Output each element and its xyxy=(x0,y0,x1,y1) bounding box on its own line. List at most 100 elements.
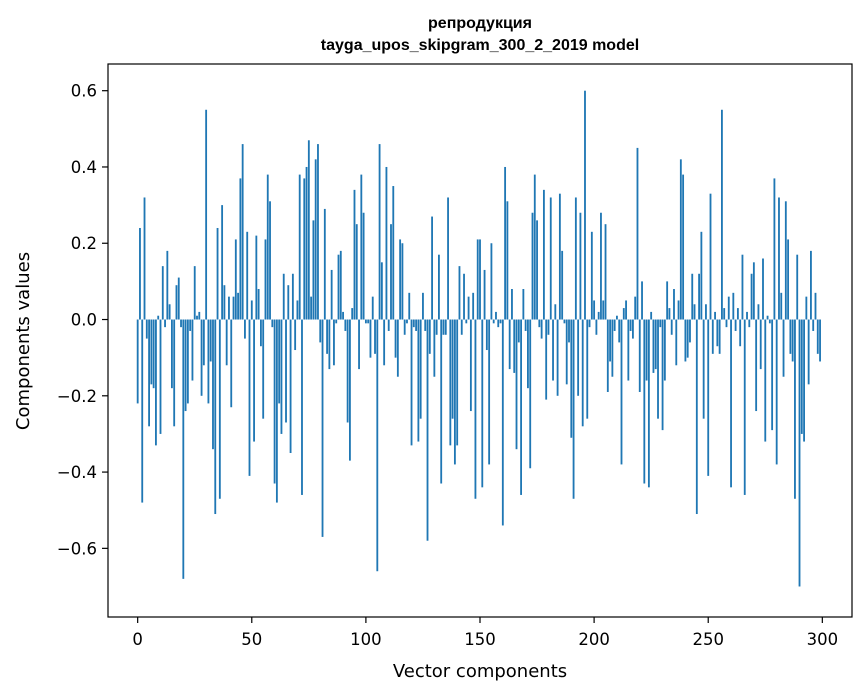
bar xyxy=(155,319,157,446)
bar xyxy=(527,319,529,389)
bar xyxy=(705,304,707,320)
bar xyxy=(739,319,742,347)
bar xyxy=(743,319,746,495)
x-tick-label: 300 xyxy=(807,630,839,649)
bar xyxy=(679,159,682,320)
bar xyxy=(787,239,790,320)
bar xyxy=(355,224,358,320)
y-tick-label: 0.6 xyxy=(71,82,97,101)
bar xyxy=(807,319,810,385)
bar xyxy=(611,319,614,377)
bar xyxy=(166,250,169,320)
bar xyxy=(442,319,445,335)
bar xyxy=(558,193,561,320)
bar xyxy=(800,319,803,434)
bar xyxy=(415,319,418,331)
bar xyxy=(784,201,787,320)
bar xyxy=(668,308,671,320)
bar xyxy=(529,319,532,469)
bar xyxy=(661,319,664,431)
bar xyxy=(684,319,687,362)
bar xyxy=(524,319,527,331)
bar xyxy=(218,319,221,499)
bar xyxy=(766,315,769,320)
bar xyxy=(438,254,440,320)
y-tick-label: 0.0 xyxy=(71,311,97,330)
bar xyxy=(778,197,780,320)
bar xyxy=(584,90,586,320)
bar xyxy=(634,296,637,320)
bar xyxy=(810,250,812,320)
bar xyxy=(819,319,821,362)
bar xyxy=(362,212,365,320)
bar xyxy=(285,319,287,423)
bar xyxy=(497,319,500,328)
bar xyxy=(460,319,463,335)
bar xyxy=(490,243,493,320)
bar xyxy=(659,319,662,328)
bar xyxy=(693,304,696,320)
bar xyxy=(501,319,504,526)
bar xyxy=(161,266,164,320)
bar xyxy=(339,250,342,320)
bar xyxy=(606,319,609,392)
bar xyxy=(650,311,653,320)
bar xyxy=(145,319,148,339)
bar xyxy=(328,319,331,370)
bar xyxy=(374,319,376,354)
bar xyxy=(244,319,246,339)
bar xyxy=(417,319,420,442)
bar xyxy=(515,319,518,450)
bar xyxy=(273,319,276,484)
bar xyxy=(321,319,324,537)
bar xyxy=(431,216,433,320)
bar xyxy=(294,319,297,351)
bar xyxy=(248,319,251,476)
bar xyxy=(367,319,370,324)
bar xyxy=(282,273,285,320)
bar xyxy=(401,243,404,320)
bar xyxy=(616,315,618,320)
bar xyxy=(565,319,568,385)
bar xyxy=(600,212,602,320)
bar xyxy=(214,319,217,515)
bar xyxy=(419,319,422,419)
bar xyxy=(508,319,511,370)
bar xyxy=(755,319,758,412)
bar xyxy=(488,319,491,465)
bars-group xyxy=(136,90,821,587)
bar xyxy=(447,197,449,320)
bar xyxy=(444,319,447,335)
bar xyxy=(796,254,799,320)
bar xyxy=(191,319,194,381)
bar xyxy=(609,319,611,362)
bar xyxy=(709,193,712,320)
bar xyxy=(632,319,634,339)
bar xyxy=(383,319,386,366)
bar xyxy=(465,319,468,324)
bar xyxy=(707,319,710,476)
bar xyxy=(748,319,751,328)
y-tick-label: 0.4 xyxy=(71,158,97,177)
bar xyxy=(326,319,329,354)
bar xyxy=(522,289,525,320)
plot-frame xyxy=(107,63,853,618)
bar xyxy=(378,144,381,320)
bar xyxy=(588,319,591,328)
bar xyxy=(303,178,306,320)
bar xyxy=(481,319,484,488)
bar xyxy=(483,269,486,320)
bar xyxy=(602,300,605,320)
bar xyxy=(278,319,281,404)
bar xyxy=(750,273,753,320)
bar xyxy=(280,319,283,434)
bar xyxy=(260,319,262,347)
bar xyxy=(645,319,648,381)
bar xyxy=(568,319,570,343)
bar xyxy=(456,319,459,446)
bar xyxy=(152,319,155,389)
bar xyxy=(597,311,600,320)
x-tick-label: 250 xyxy=(692,630,724,649)
bar xyxy=(798,319,801,587)
bar xyxy=(538,319,541,328)
